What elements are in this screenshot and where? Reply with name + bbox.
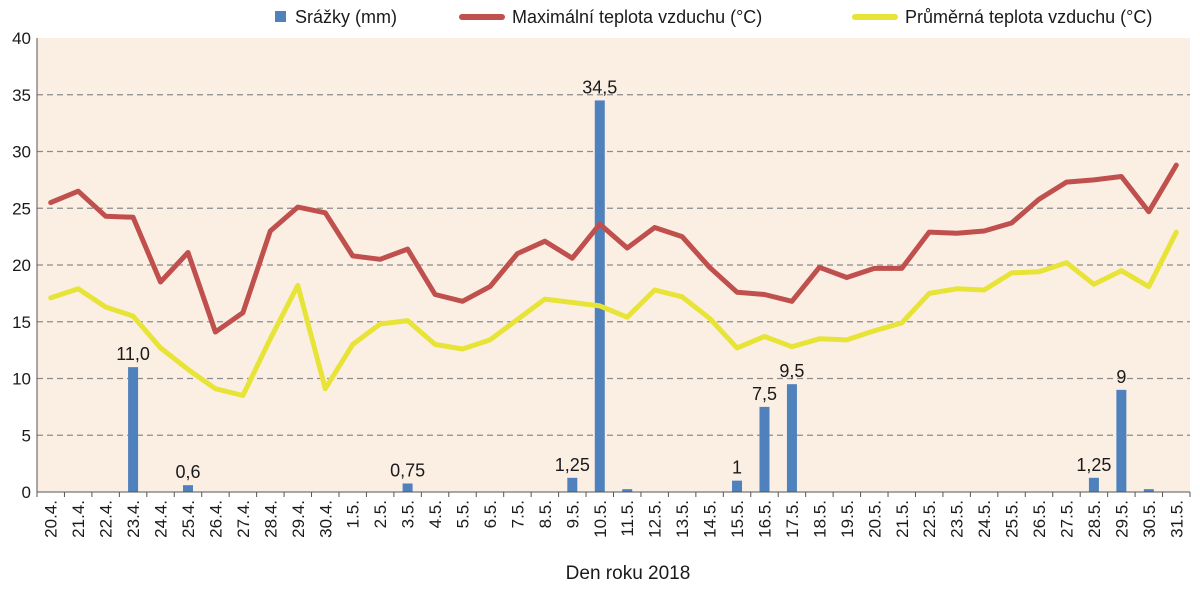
precipitation-bar <box>182 485 193 492</box>
precipitation-bar <box>786 384 797 492</box>
x-tick-label: 14.5. <box>701 500 720 538</box>
legend-max-temperature: Maximální teplota vzduchu (°C) <box>459 7 762 27</box>
legend-avg-temperature: Průměrná teplota vzduchu (°C) <box>852 7 1152 27</box>
precipitation-bar <box>1088 477 1099 492</box>
precipitation-bar <box>594 100 605 493</box>
bar-data-label: 9 <box>1116 367 1126 387</box>
x-tick-label: 1.5. <box>344 500 363 528</box>
bar-data-label: 1 <box>732 458 742 478</box>
y-tick-label: 35 <box>12 86 31 105</box>
x-tick-label: 20.4. <box>42 500 61 538</box>
y-axis-tick-labels: 0 5 10 15 20 25 30 35 40 <box>12 29 31 502</box>
x-tick-label: 16.5. <box>755 500 774 538</box>
x-tick-label: 27.5. <box>1057 500 1076 538</box>
y-tick-label: 0 <box>22 483 31 502</box>
precipitation-bar <box>622 489 633 492</box>
x-tick-label: 8.5. <box>536 500 555 528</box>
x-tick-label: 30.5. <box>1140 500 1159 538</box>
x-tick-label: 7.5. <box>508 500 527 528</box>
bar-data-label: 7,5 <box>752 384 777 404</box>
x-tick-label: 12.5. <box>646 500 665 538</box>
axes <box>36 38 1191 497</box>
x-tick-label: 5.5. <box>454 500 473 528</box>
bar-data-label: 0,75 <box>390 460 425 480</box>
temperature-lines <box>48 162 1179 398</box>
x-axis-tick-labels: 20.4. 21.4. 22.4. 23.4. 24.4. 25.4. 26.4. 27.4.… <box>42 500 1187 538</box>
x-tick-label: 25.5. <box>1003 500 1022 538</box>
legend-label: Srážky (mm) <box>295 7 397 27</box>
bar-data-label: 9,5 <box>779 361 804 381</box>
y-tick-label: 5 <box>22 426 31 445</box>
avg-temperature-line <box>48 229 1179 398</box>
x-tick-label: 29.4. <box>289 500 308 538</box>
x-tick-label: 31.5. <box>1167 500 1186 538</box>
x-tick-label: 29.5. <box>1112 500 1131 538</box>
legend-label: Průměrná teplota vzduchu (°C) <box>905 7 1152 27</box>
x-tick-label: 30.4. <box>316 500 335 538</box>
x-tick-label: 21.5. <box>893 500 912 538</box>
x-tick-label: 26.4. <box>206 500 225 538</box>
bar-data-label: 0,6 <box>175 462 200 482</box>
x-tick-label: 2.5. <box>371 500 390 528</box>
y-tick-label: 15 <box>12 313 31 332</box>
legend: Srážky (mm) Maximální teplota vzduchu (°C… <box>275 7 1152 27</box>
legend-precipitation: Srážky (mm) <box>275 7 397 27</box>
precipitation-bars <box>128 100 1154 493</box>
x-tick-label: 28.4. <box>261 500 280 538</box>
x-tick-label: 15.5. <box>728 500 747 538</box>
x-tick-label: 22.4. <box>97 500 116 538</box>
x-tick-label: 26.5. <box>1030 500 1049 538</box>
bar-data-label: 34,5 <box>582 77 617 97</box>
legend-label: Maximální teplota vzduchu (°C) <box>512 7 762 27</box>
bar-data-label: 1,25 <box>1076 455 1111 475</box>
bar-data-label: 11,0 <box>116 344 150 364</box>
x-tick-label: 3.5. <box>399 500 418 528</box>
y-tick-label: 20 <box>12 256 31 275</box>
y-tick-label: 40 <box>12 29 31 48</box>
precipitation-bar <box>1143 489 1154 492</box>
x-tick-label: 19.5. <box>838 500 857 538</box>
x-tick-label: 22.5. <box>920 500 939 538</box>
legend-swatch <box>275 11 286 22</box>
precipitation-bar <box>732 480 743 492</box>
max-temperature-line <box>48 162 1179 335</box>
x-tick-label: 18.5. <box>810 500 829 538</box>
bar-data-label: 1,25 <box>555 455 590 475</box>
precipitation-bar <box>759 406 770 492</box>
x-tick-label: 17.5. <box>783 500 802 538</box>
y-tick-label: 10 <box>12 370 31 389</box>
y-tick-label: 30 <box>12 143 31 162</box>
x-tick-label: 11.5. <box>618 500 637 537</box>
x-tick-label: 28.5. <box>1085 500 1104 538</box>
y-tick-label: 25 <box>12 199 31 218</box>
x-tick-label: 21.4. <box>69 500 88 538</box>
x-tick-label: 13.5. <box>673 500 692 538</box>
x-tick-label: 24.4. <box>152 500 171 538</box>
x-tick-label: 6.5. <box>481 500 500 528</box>
x-axis-title: Den roku 2018 <box>566 563 691 584</box>
precipitation-bar <box>567 477 578 492</box>
x-tick-label: 23.5. <box>948 500 967 538</box>
x-tick-label: 10.5. <box>591 500 610 538</box>
x-tick-label: 9.5. <box>563 500 582 528</box>
precipitation-bar <box>128 367 139 492</box>
precipitation-bar <box>402 483 413 492</box>
precipitation-bar <box>1116 389 1127 492</box>
x-tick-label: 27.4. <box>234 500 253 538</box>
bar-data-labels: 11,0 0,6 0,75 1,25 34,5 1 7,59,5 1,25 9 <box>116 77 1126 482</box>
x-tick-label: 23.4. <box>124 500 143 538</box>
x-tick-label: 24.5. <box>975 500 994 538</box>
x-tick-label: 4.5. <box>426 500 445 528</box>
x-tick-label: 20.5. <box>865 500 884 538</box>
x-tick-label: 25.4. <box>179 500 198 538</box>
